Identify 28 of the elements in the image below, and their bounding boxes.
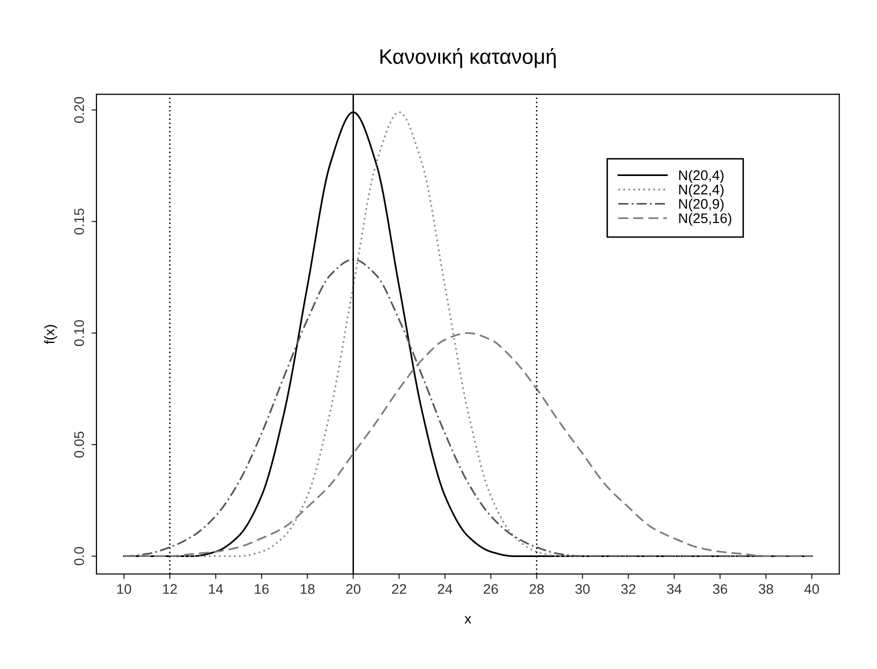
legend-label: N(20,4) [679, 170, 724, 183]
x-tick-label: 36 [712, 584, 728, 594]
x-tick-label: 16 [254, 584, 269, 594]
chart-title: Κανονική κατανομή [380, 48, 556, 68]
legend-label: N(20,9) [679, 198, 724, 212]
x-tick-label: 12 [163, 584, 177, 594]
x-tick-label: 24 [438, 584, 452, 594]
y-tick-label: 0.20 [74, 96, 84, 123]
y-axis-title: f(x) [44, 325, 58, 344]
x-tick-label: 30 [575, 584, 590, 594]
legend-label: N(25,16) [679, 212, 732, 226]
legend-label: N(22,4) [679, 184, 724, 198]
x-tick-label: 34 [667, 584, 682, 594]
y-tick-label: 0.0 [74, 547, 84, 566]
y-tick-label: 0.15 [74, 208, 84, 234]
x-tick-label: 18 [300, 584, 315, 594]
y-tick-label: 0.05 [74, 432, 84, 458]
x-axis-title: x [464, 616, 472, 624]
x-tick-label: 20 [346, 584, 360, 594]
x-tick-label: 40 [804, 584, 819, 594]
x-tick-label: 10 [117, 584, 132, 594]
x-tick-label: 22 [392, 584, 406, 594]
x-tick-label: 38 [758, 584, 774, 594]
x-tick-label: 28 [530, 584, 544, 594]
y-tick-label: 0.10 [74, 320, 84, 346]
x-tick-label: 14 [209, 584, 224, 594]
x-tick-label: 26 [484, 584, 498, 594]
x-tick-label: 32 [621, 584, 636, 594]
